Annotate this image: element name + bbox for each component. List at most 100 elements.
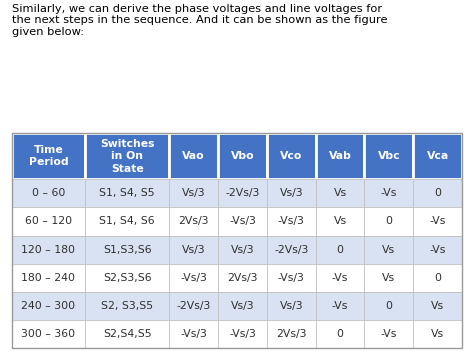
Text: 0: 0 — [434, 189, 441, 198]
Text: Vs: Vs — [334, 189, 346, 198]
Text: S2,S4,S5: S2,S4,S5 — [103, 329, 152, 339]
Text: S1, S4, S6: S1, S4, S6 — [100, 217, 155, 226]
Bar — [316, 235, 365, 264]
Text: Vab: Vab — [328, 151, 352, 161]
Bar — [413, 292, 462, 320]
Text: Time
Period: Time Period — [28, 145, 68, 168]
Text: Vs/3: Vs/3 — [231, 301, 254, 311]
Bar — [218, 235, 267, 264]
FancyBboxPatch shape — [365, 133, 413, 179]
Bar — [413, 320, 462, 348]
Bar — [169, 207, 218, 235]
Text: 0: 0 — [385, 217, 392, 226]
Bar — [413, 264, 462, 292]
Bar — [267, 207, 316, 235]
Bar — [218, 320, 267, 348]
Text: 0: 0 — [337, 245, 344, 255]
Text: 2Vs/3: 2Vs/3 — [276, 329, 307, 339]
Bar — [85, 320, 169, 348]
Text: Vs/3: Vs/3 — [280, 189, 303, 198]
FancyBboxPatch shape — [12, 133, 85, 179]
Text: Vs: Vs — [383, 245, 395, 255]
Bar — [85, 179, 169, 207]
Bar — [267, 179, 316, 207]
Bar — [365, 264, 413, 292]
Bar — [413, 207, 462, 235]
Bar — [218, 179, 267, 207]
Bar — [12, 292, 85, 320]
Text: -Vs: -Vs — [381, 189, 397, 198]
Bar — [85, 264, 169, 292]
Text: 0: 0 — [337, 329, 344, 339]
Text: S2, S3,S5: S2, S3,S5 — [101, 301, 153, 311]
Bar — [267, 235, 316, 264]
Bar — [316, 264, 365, 292]
Text: -Vs: -Vs — [381, 329, 397, 339]
Bar — [169, 235, 218, 264]
Bar — [267, 292, 316, 320]
Bar — [267, 264, 316, 292]
Text: S1, S4, S5: S1, S4, S5 — [100, 189, 155, 198]
Bar — [365, 292, 413, 320]
Bar — [12, 320, 85, 348]
Text: -2Vs/3: -2Vs/3 — [176, 301, 211, 311]
Text: Switches
in On
State: Switches in On State — [100, 139, 155, 174]
Text: -Vs/3: -Vs/3 — [229, 329, 256, 339]
Bar — [316, 292, 365, 320]
Text: -2Vs/3: -2Vs/3 — [225, 189, 260, 198]
Text: -Vs/3: -Vs/3 — [180, 273, 207, 283]
Text: Vs/3: Vs/3 — [182, 245, 205, 255]
Text: 120 – 180: 120 – 180 — [21, 245, 75, 255]
Text: -Vs: -Vs — [429, 245, 446, 255]
Text: Similarly, we can derive the phase voltages and line voltages for
the next steps: Similarly, we can derive the phase volta… — [12, 4, 387, 37]
FancyBboxPatch shape — [413, 133, 462, 179]
Text: Vao: Vao — [182, 151, 205, 161]
FancyBboxPatch shape — [85, 133, 169, 179]
Text: -Vs: -Vs — [332, 301, 348, 311]
Bar — [12, 235, 85, 264]
Text: 0 – 60: 0 – 60 — [32, 189, 65, 198]
Text: Vco: Vco — [280, 151, 302, 161]
Bar — [365, 320, 413, 348]
Text: -2Vs/3: -2Vs/3 — [274, 245, 309, 255]
Bar — [169, 292, 218, 320]
Text: 240 – 300: 240 – 300 — [21, 301, 75, 311]
Text: -Vs: -Vs — [332, 273, 348, 283]
Text: Vca: Vca — [427, 151, 449, 161]
Text: 2Vs/3: 2Vs/3 — [178, 217, 209, 226]
Bar — [267, 320, 316, 348]
Text: Vs/3: Vs/3 — [182, 189, 205, 198]
Bar — [169, 320, 218, 348]
Text: S2,S3,S6: S2,S3,S6 — [103, 273, 152, 283]
Text: Vbc: Vbc — [378, 151, 400, 161]
Bar — [85, 292, 169, 320]
Bar — [218, 264, 267, 292]
Text: Vs/3: Vs/3 — [280, 301, 303, 311]
Text: -Vs/3: -Vs/3 — [180, 329, 207, 339]
Bar — [413, 235, 462, 264]
Bar — [12, 179, 85, 207]
Text: 0: 0 — [385, 301, 392, 311]
Bar — [218, 292, 267, 320]
FancyBboxPatch shape — [316, 133, 365, 179]
Bar — [365, 235, 413, 264]
Bar — [365, 207, 413, 235]
Bar — [169, 179, 218, 207]
Text: Vbo: Vbo — [231, 151, 254, 161]
Text: 300 – 360: 300 – 360 — [21, 329, 75, 339]
Bar — [218, 207, 267, 235]
Bar — [12, 207, 85, 235]
Bar — [413, 179, 462, 207]
Bar — [85, 235, 169, 264]
Text: 60 – 120: 60 – 120 — [25, 217, 72, 226]
Text: -Vs/3: -Vs/3 — [278, 273, 305, 283]
Text: Vs: Vs — [334, 217, 346, 226]
Text: S1,S3,S6: S1,S3,S6 — [103, 245, 152, 255]
FancyBboxPatch shape — [169, 133, 218, 179]
Text: -Vs/3: -Vs/3 — [278, 217, 305, 226]
Text: -Vs/3: -Vs/3 — [229, 217, 256, 226]
Bar — [85, 207, 169, 235]
Text: Vs/3: Vs/3 — [231, 245, 254, 255]
Text: 2Vs/3: 2Vs/3 — [227, 273, 258, 283]
Bar — [316, 207, 365, 235]
